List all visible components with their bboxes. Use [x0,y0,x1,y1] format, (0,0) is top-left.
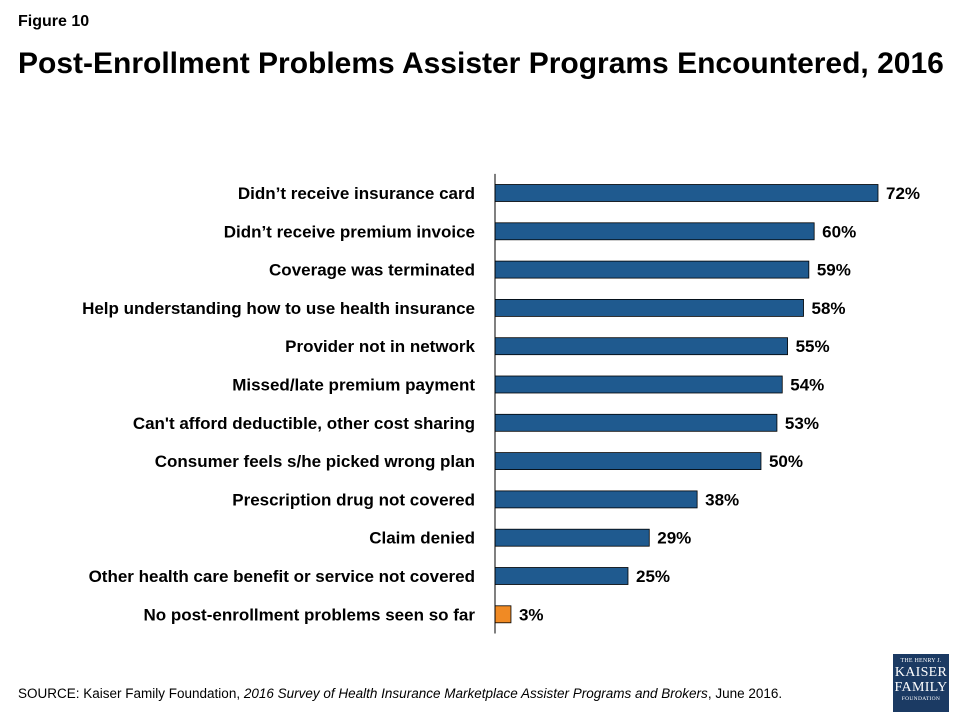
category-label: Prescription drug not covered [232,490,475,509]
category-label: Didn’t receive insurance card [238,184,475,203]
value-label: 53% [785,414,819,433]
source-survey-title: 2016 Survey of Health Insurance Marketpl… [243,686,708,701]
chart-title: Post-Enrollment Problems Assister Progra… [18,47,944,80]
value-label: 54% [790,376,824,395]
value-label: 29% [657,529,691,548]
bar [494,375,783,394]
bar [494,413,778,432]
bar [494,528,650,547]
logo-line-1: THE HENRY J. [900,658,942,664]
value-label: 58% [812,299,846,318]
category-label: No post-enrollment problems seen so far [143,605,475,624]
category-label: Claim denied [369,529,475,548]
value-label: 38% [705,490,739,509]
bar [494,605,512,624]
category-label: Provider not in network [285,337,475,356]
bar [494,337,788,356]
value-label: 59% [817,261,851,280]
category-label: Consumer feels s/he picked wrong plan [155,452,475,471]
bar [494,490,698,509]
source-suffix: , June 2016. [707,686,783,701]
logo-line-2: KAISER [894,665,948,680]
bar [494,184,879,202]
bar [494,222,815,241]
bar [494,452,762,471]
logo-line-4: FOUNDATION [901,696,941,702]
bar [494,567,629,585]
bar [494,298,804,317]
figure-label: Figure 10 [18,13,90,30]
source-note: SOURCE: Kaiser Family Foundation, 2016 S… [18,686,782,701]
value-label: 60% [822,222,856,241]
category-label: Didn’t receive premium invoice [224,222,475,241]
value-label: 50% [769,452,803,471]
kff-logo: THE HENRY J. KAISER FAMILY FOUNDATION [893,654,949,712]
category-label: Can't afford deductible, other cost shar… [133,414,475,433]
bars-group: Didn’t receive insurance card 72% Didn’t r… [82,184,920,624]
category-label: Other health care benefit or service not… [89,567,475,586]
value-label: 25% [636,567,670,586]
category-label: Help understanding how to use health ins… [82,299,475,318]
value-label: 55% [796,337,830,356]
category-label: Missed/late premium payment [232,376,475,395]
category-label: Coverage was terminated [269,261,475,280]
bar-chart: Didn’t receive insurance card 72% Didn’t r… [82,173,920,634]
bar [494,260,810,279]
logo-line-3: FAMILY [894,680,948,695]
value-label: 72% [886,184,920,203]
source-prefix: SOURCE: Kaiser Family Foundation, [18,686,244,701]
value-label: 3% [519,605,544,624]
